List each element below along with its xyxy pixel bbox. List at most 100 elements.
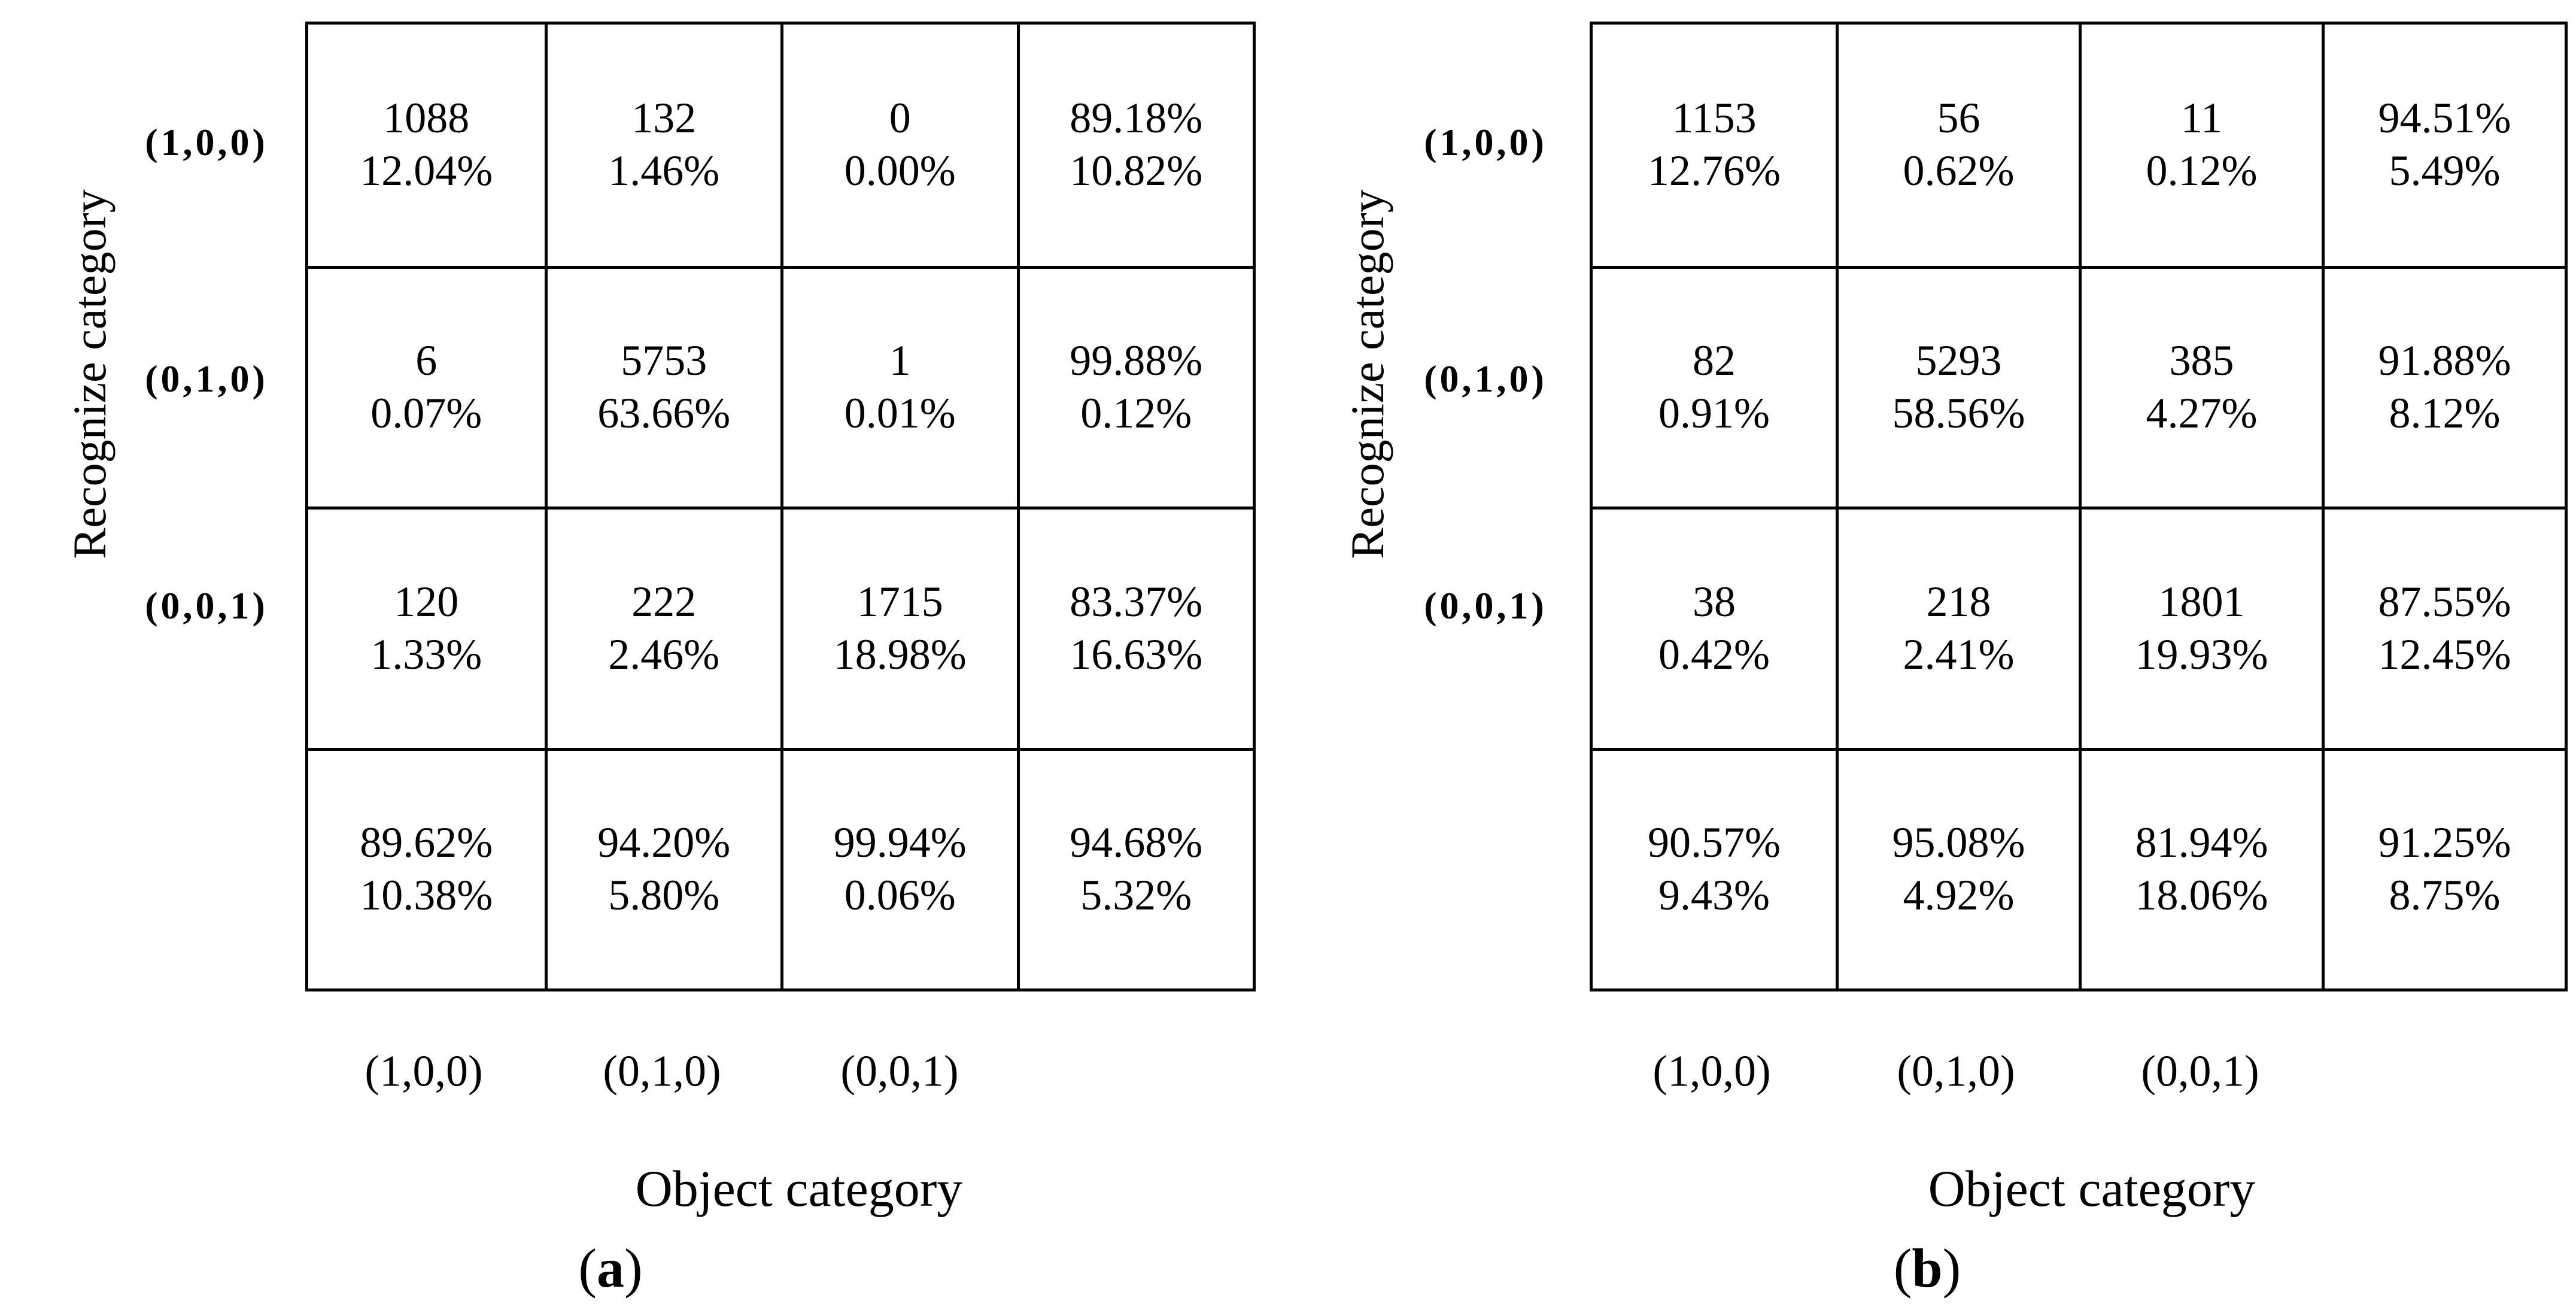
cell-count: 83.37% xyxy=(1070,577,1203,626)
cell-count: 99.94% xyxy=(833,818,967,867)
caption-open: ( xyxy=(1893,1238,1912,1299)
cell-percent: 0.12% xyxy=(1080,389,1192,438)
matrix-cell: 38 0.42% xyxy=(1593,507,1836,748)
cell-percent: 5.49% xyxy=(2389,147,2501,195)
col-label-b-2: (0,0,1) xyxy=(2141,1047,2259,1096)
cell-count: 38 xyxy=(1693,577,1736,626)
confusion-matrix-b: 1153 12.76% 56 0.62% 11 0.12% 94.51% 5.49% 8… xyxy=(1590,22,2568,991)
x-axis-label-a: Object category xyxy=(635,1160,963,1217)
caption-letter: b xyxy=(1912,1238,1943,1299)
cell-percent: 0.00% xyxy=(844,147,956,195)
cell-count: 89.18% xyxy=(1070,94,1203,142)
cell-percent: 0.42% xyxy=(1658,630,1770,678)
y-axis-label-a: Recognize category xyxy=(63,189,116,559)
matrix-cell: 94.68% 5.32% xyxy=(1016,747,1253,988)
cell-percent: 9.43% xyxy=(1658,871,1770,920)
matrix-cell: 99.94% 0.06% xyxy=(780,747,1017,988)
matrix-cell: 91.25% 8.75% xyxy=(2322,747,2565,988)
cell-percent: 1.46% xyxy=(608,147,720,195)
row-label-b-2: (0,0,1) xyxy=(1424,584,1547,627)
matrix-cell: 81.94% 18.06% xyxy=(2079,747,2322,988)
matrix-cell: 99.88% 0.12% xyxy=(1016,265,1253,507)
row-label-b-0: (1,0,0) xyxy=(1424,121,1547,163)
col-label-a-2: (0,0,1) xyxy=(840,1047,959,1096)
cell-percent: 8.12% xyxy=(2389,389,2501,438)
cell-count: 0 xyxy=(889,94,911,142)
confusion-matrix-a: 1088 12.04% 132 1.46% 0 0.00% 89.18% 10.82% … xyxy=(305,22,1256,991)
caption-close: ) xyxy=(1942,1238,1961,1299)
cell-count: 87.55% xyxy=(2378,577,2511,626)
matrix-cell: 5293 58.56% xyxy=(1836,265,2079,507)
col-label-b-0: (1,0,0) xyxy=(1652,1047,1771,1096)
caption-letter: a xyxy=(597,1238,624,1299)
cell-count: 91.88% xyxy=(2378,336,2511,385)
cell-percent: 0.06% xyxy=(844,871,956,920)
matrix-cell: 87.55% 12.45% xyxy=(2322,507,2565,748)
cell-count: 11 xyxy=(2180,94,2223,142)
cell-percent: 4.27% xyxy=(2146,389,2258,438)
matrix-cell: 6 0.07% xyxy=(308,265,545,507)
cell-percent: 16.63% xyxy=(1070,630,1203,678)
cell-count: 1 xyxy=(889,336,911,385)
cell-percent: 0.91% xyxy=(1658,389,1770,438)
matrix-cell: 1801 19.93% xyxy=(2079,507,2322,748)
cell-count: 1715 xyxy=(856,577,943,626)
cell-count: 89.62% xyxy=(360,818,493,867)
matrix-cell: 82 0.91% xyxy=(1593,265,1836,507)
cell-count: 222 xyxy=(631,577,697,626)
cell-percent: 18.98% xyxy=(833,630,967,678)
cell-percent: 12.04% xyxy=(360,147,493,195)
caption-a: (a) xyxy=(578,1236,642,1300)
cell-percent: 12.76% xyxy=(1648,147,1781,195)
cell-count: 95.08% xyxy=(1892,818,2025,867)
row-label-a-1: (0,1,0) xyxy=(145,357,268,400)
matrix-cell: 90.57% 9.43% xyxy=(1593,747,1836,989)
col-label-a-0: (1,0,0) xyxy=(364,1047,483,1096)
x-axis-label-b: Object category xyxy=(1928,1160,2256,1217)
matrix-cell: 94.20% 5.80% xyxy=(544,747,780,988)
caption-b: (b) xyxy=(1894,1236,1961,1300)
cell-count: 1153 xyxy=(1672,94,1757,142)
matrix-cell: 5753 63.66% xyxy=(544,265,780,507)
matrix-cell: 0 0.00% xyxy=(780,25,1017,266)
matrix-cell: 385 4.27% xyxy=(2079,265,2322,507)
caption-open: ( xyxy=(578,1238,597,1299)
cell-percent: 5.80% xyxy=(608,871,720,920)
matrix-cell: 1 0.01% xyxy=(780,265,1017,507)
matrix-cell: 120 1.33% xyxy=(308,507,545,748)
cell-count: 218 xyxy=(1926,577,1991,626)
cell-count: 94.51% xyxy=(2378,94,2511,142)
cell-count: 94.68% xyxy=(1070,818,1203,867)
matrix-cell: 222 2.46% xyxy=(544,507,780,748)
matrix-cell: 94.51% 5.49% xyxy=(2322,25,2565,266)
cell-percent: 19.93% xyxy=(2135,630,2268,678)
cell-count: 94.20% xyxy=(597,818,731,867)
matrix-cell: 1088 12.04% xyxy=(308,25,545,266)
cell-percent: 0.07% xyxy=(370,389,482,438)
cell-percent: 1.33% xyxy=(370,630,482,678)
cell-count: 56 xyxy=(1937,94,1980,142)
cell-percent: 10.82% xyxy=(1070,147,1203,195)
cell-percent: 18.06% xyxy=(2135,871,2268,920)
col-label-b-1: (0,1,0) xyxy=(1897,1047,2015,1096)
cell-percent: 12.45% xyxy=(2378,630,2511,678)
cell-percent: 8.75% xyxy=(2389,871,2501,920)
matrix-cell: 95.08% 4.92% xyxy=(1836,747,2079,988)
row-label-a-2: (0,0,1) xyxy=(145,584,268,627)
cell-count: 82 xyxy=(1693,336,1736,385)
cell-percent: 2.46% xyxy=(608,630,720,678)
cell-count: 1088 xyxy=(383,94,470,142)
matrix-cell: 89.18% 10.82% xyxy=(1016,25,1253,266)
cell-count: 120 xyxy=(394,577,459,626)
matrix-cell: 132 1.46% xyxy=(544,25,781,266)
cell-percent: 0.62% xyxy=(1903,147,2015,195)
cell-count: 1801 xyxy=(2158,577,2245,626)
cell-percent: 63.66% xyxy=(597,389,731,438)
cell-percent: 4.92% xyxy=(1903,871,2015,920)
cell-count: 91.25% xyxy=(2378,818,2511,867)
cell-count: 5293 xyxy=(1915,336,2002,385)
cell-count: 90.57% xyxy=(1648,818,1781,867)
col-label-a-1: (0,1,0) xyxy=(603,1047,721,1096)
cell-percent: 5.32% xyxy=(1080,871,1192,920)
